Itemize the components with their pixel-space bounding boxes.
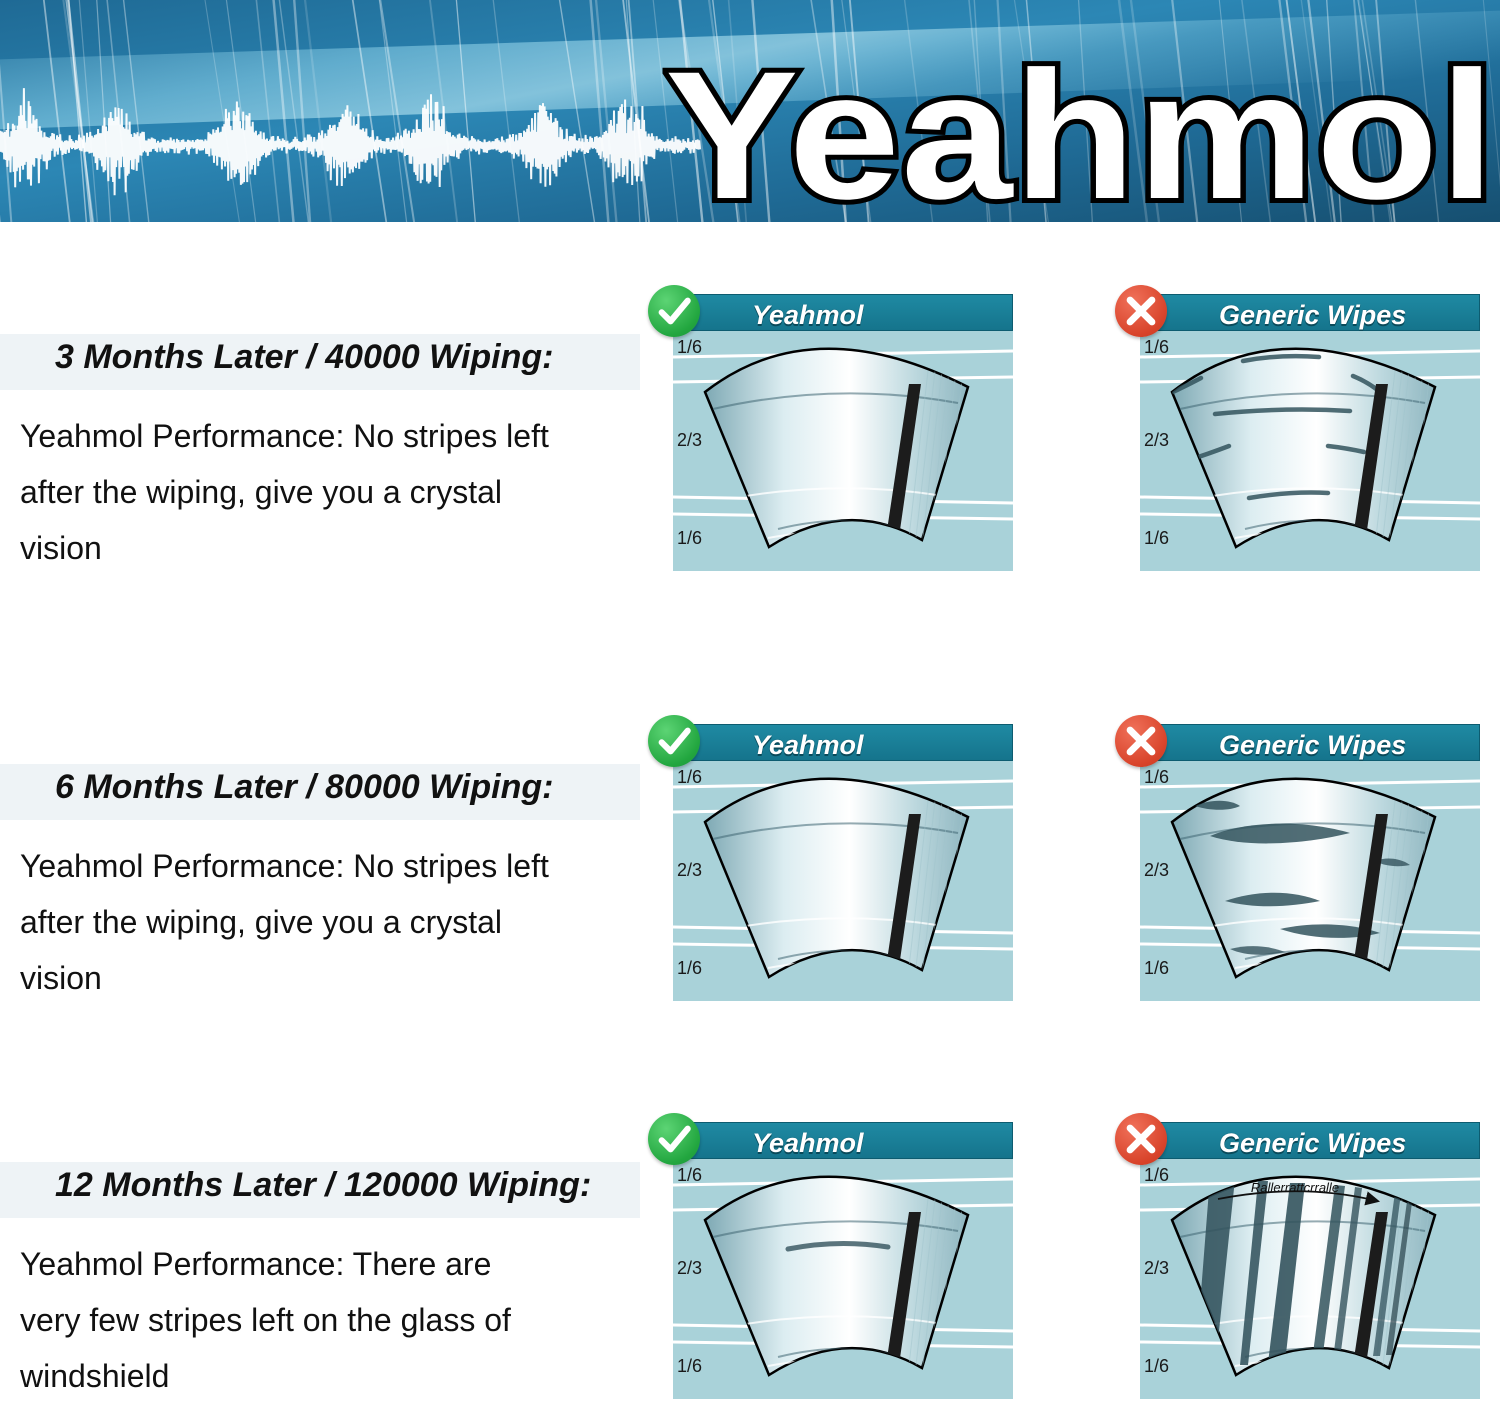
svg-text:1/6: 1/6: [1144, 767, 1169, 787]
svg-text:2/3: 2/3: [1144, 1258, 1169, 1278]
svg-text:1/6: 1/6: [1144, 1165, 1169, 1185]
svg-text:1/6: 1/6: [1144, 528, 1169, 548]
svg-text:2/3: 2/3: [677, 860, 702, 880]
svg-text:2/3: 2/3: [677, 430, 702, 450]
svg-text:1/6: 1/6: [677, 958, 702, 978]
svg-text:1/6: 1/6: [677, 767, 702, 787]
svg-text:1/6: 1/6: [677, 528, 702, 548]
svg-text:2/3: 2/3: [1144, 860, 1169, 880]
svg-text:1/6: 1/6: [1144, 1356, 1169, 1376]
svg-text:1/6: 1/6: [1144, 337, 1169, 357]
svg-text:Rallerrattcrralle: Rallerrattcrralle: [1251, 1180, 1339, 1195]
svg-text:1/6: 1/6: [1144, 958, 1169, 978]
svg-text:1/6: 1/6: [677, 1165, 702, 1185]
svg-text:2/3: 2/3: [677, 1258, 702, 1278]
svg-text:2/3: 2/3: [1144, 430, 1169, 450]
svg-text:1/6: 1/6: [677, 1356, 702, 1376]
svg-text:1/6: 1/6: [677, 337, 702, 357]
